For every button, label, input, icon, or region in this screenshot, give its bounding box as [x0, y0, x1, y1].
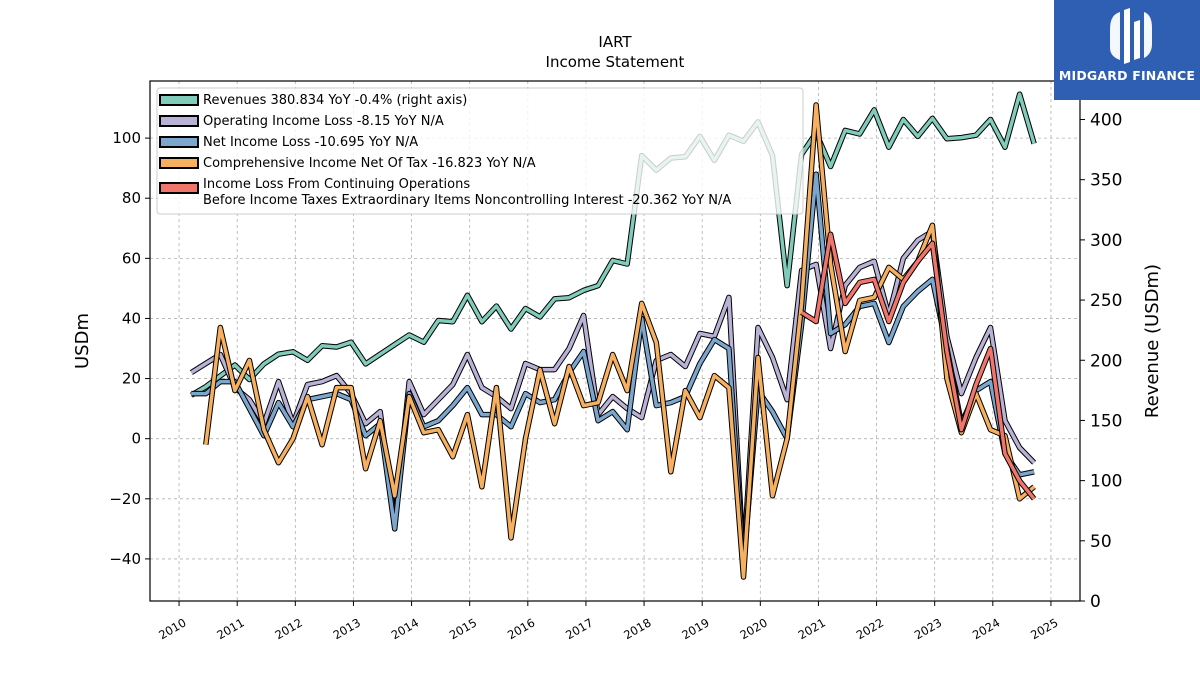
legend-label-line: Comprehensive Income Net Of Tax -16.823 … [203, 156, 536, 171]
series-line [191, 172, 1035, 567]
right-tick-label: 150 [1090, 411, 1122, 431]
x-tick-label: 2016 [505, 615, 537, 642]
left-tick-label: 20 [122, 370, 141, 388]
right-axis-label: Revenue (USDm) [1142, 264, 1163, 418]
legend: Revenues 380.834 YoY -0.4% (right axis) O… [156, 87, 804, 215]
x-tick-label: 2013 [331, 615, 363, 642]
legend-label-rev: Revenues 380.834 YoY -0.4% (right axis) [203, 93, 467, 108]
series-line [190, 229, 1036, 564]
right-tick-label: 350 [1090, 171, 1122, 191]
x-tick-label: 2011 [214, 615, 246, 642]
series-preinc [800, 231, 1037, 501]
series-layer [189, 91, 1037, 580]
right-axis-ticks: 0 50 100 150 200 250 300 350 400 [1080, 111, 1122, 612]
left-tick-label: 40 [122, 309, 141, 327]
legend-swatch-compinc [159, 157, 199, 169]
right-tick-label: 200 [1090, 351, 1122, 371]
legend-swatch-netinc [159, 136, 199, 148]
chart-subtitle: Income Statement [546, 53, 685, 71]
plot-frame [149, 80, 1081, 602]
x-tick-label: 2024 [970, 615, 1002, 642]
x-tick-label: 2022 [854, 615, 886, 642]
x-tick-label: 2023 [912, 615, 944, 642]
legend-label-line: Revenues 380.834 YoY -0.4% (right axis) [203, 93, 467, 108]
series-outline [191, 171, 1035, 568]
right-tick-label: 250 [1090, 291, 1122, 311]
x-tick-label: 2010 [156, 615, 188, 642]
left-axis-ticks: −40 −20 0 20 40 60 80 100 [109, 129, 150, 568]
x-tick-label: 2015 [447, 615, 479, 642]
x-tick-label: 2012 [272, 615, 304, 642]
legend-box [156, 87, 804, 215]
left-tick-label: 100 [112, 129, 141, 147]
series-compinc [203, 102, 1036, 580]
legend-swatch-opinc [159, 115, 199, 127]
legend-label-line: Income Loss From Continuing Operations [203, 177, 470, 192]
x-tick-label: 2017 [563, 615, 595, 642]
midgard-finance-logo: MIDGARD FINANCE [1054, 0, 1200, 100]
x-axis-ticks: 2010 2011 2012 2013 2014 2015 2016 2017 2018 2019… [156, 601, 1060, 642]
series-line [800, 232, 1036, 500]
x-tick-label: 2019 [679, 615, 711, 642]
legend-label-line: Operating Income Loss -8.15 YoY N/A [203, 114, 444, 129]
left-axis-label: USDm [72, 313, 93, 369]
x-tick-label: 2021 [796, 615, 828, 642]
legend-label-compinc: Comprehensive Income Net Of Tax -16.823 … [203, 156, 536, 171]
series-line [204, 103, 1036, 579]
left-tick-label: −40 [109, 550, 141, 568]
brand-name: MIDGARD FINANCE [1058, 68, 1196, 83]
chart-title: IART [598, 33, 632, 51]
left-tick-label: −20 [109, 490, 141, 508]
left-tick-label: 0 [131, 430, 141, 448]
x-tick-label: 2014 [389, 615, 421, 642]
right-tick-label: 100 [1090, 472, 1122, 492]
left-tick-label: 60 [122, 249, 141, 267]
right-tick-label: 50 [1090, 532, 1112, 552]
series-netinc [191, 171, 1035, 568]
x-tick-label: 2025 [1028, 615, 1060, 642]
left-tick-label: 80 [122, 189, 141, 207]
legend-swatch-preinc [159, 182, 199, 194]
x-tick-label: 2018 [621, 615, 653, 642]
legend-label-opinc: Operating Income Loss -8.15 YoY N/A [203, 114, 444, 129]
legend-label-preinc: Income Loss From Continuing Operations Be… [203, 177, 731, 208]
series-rev [189, 91, 1037, 398]
legend-label-line: Net Income Loss -10.695 YoY N/A [203, 135, 418, 150]
series-opinc [189, 228, 1037, 565]
x-tick-label: 2020 [737, 615, 769, 642]
midgard-logo-mark-icon [1110, 8, 1152, 64]
legend-label-netinc: Net Income Loss -10.695 YoY N/A [203, 135, 418, 150]
right-tick-label: 0 [1090, 592, 1101, 612]
legend-swatch-rev [159, 94, 199, 106]
right-tick-label: 300 [1090, 231, 1122, 251]
right-tick-label: 400 [1090, 111, 1122, 131]
legend-label-line: Before Income Taxes Extraordinary Items … [203, 193, 731, 208]
series-line [190, 92, 1036, 397]
